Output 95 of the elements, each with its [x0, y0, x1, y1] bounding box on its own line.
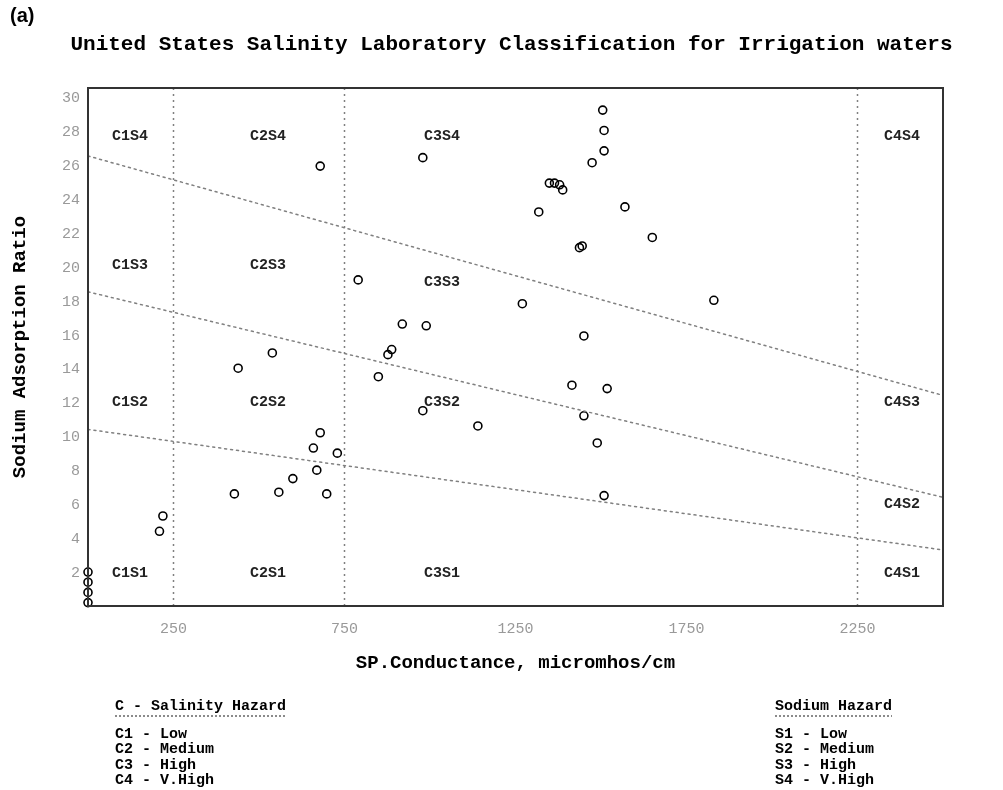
text: Sodium Hazard — [775, 698, 893, 715]
point — [383, 349, 393, 360]
point — [592, 438, 603, 448]
point — [229, 489, 240, 499]
point — [709, 295, 719, 306]
annotation: C4S4 — [883, 128, 921, 146]
point — [83, 577, 93, 588]
annotation: C2S2 — [249, 394, 287, 412]
point — [620, 202, 630, 212]
x-tick-label: 250 — [159, 621, 188, 638]
point — [533, 207, 544, 217]
point — [602, 383, 612, 394]
annotation: C2S3 — [249, 257, 287, 275]
point — [418, 405, 428, 416]
point — [567, 380, 577, 391]
x-axis-title: SP.Conductance, micromhos/cm — [355, 652, 676, 674]
point — [274, 487, 284, 498]
annotation: C4S1 — [883, 565, 921, 583]
point — [312, 465, 322, 475]
text: (a) — [10, 4, 35, 26]
y-tick-label: 6 — [70, 497, 80, 515]
point — [288, 473, 298, 484]
x-tick-label: 2250 — [839, 621, 876, 638]
x-tick-label: 1750 — [668, 621, 705, 638]
annotation: C3S3 — [423, 274, 461, 292]
annotation: C3S2 — [423, 394, 461, 412]
chart-title: United States Salinity Laboratory Classification for Irrigation waters — [70, 33, 953, 56]
point — [397, 319, 408, 329]
y-axis-title: Sodium Adsorption Ratio — [9, 215, 31, 479]
point — [647, 232, 658, 243]
y-tick-label: 2 — [70, 565, 80, 583]
annotation: C3S4 — [423, 128, 461, 146]
annotation: C1S4 — [111, 128, 149, 146]
y-tick-label: 22 — [61, 225, 80, 243]
point — [321, 489, 332, 499]
annotation: C2S4 — [249, 128, 287, 146]
point — [83, 597, 93, 608]
point — [158, 511, 168, 521]
y-tick-label: 14 — [61, 361, 80, 379]
text: C3 - High — [115, 756, 197, 774]
y-tick-label: 30 — [61, 89, 80, 107]
point — [587, 157, 597, 168]
point — [517, 298, 528, 309]
point — [473, 421, 483, 431]
y-tick-label: 10 — [61, 429, 80, 447]
y-tick-label: 16 — [61, 327, 80, 345]
point — [549, 178, 560, 188]
y-tick-label: 28 — [61, 123, 80, 141]
annotation: C2S1 — [249, 565, 287, 583]
annotation: C3S1 — [423, 565, 461, 583]
y-tick-label: 8 — [70, 463, 80, 481]
point — [579, 410, 589, 421]
point — [421, 320, 432, 331]
point — [315, 161, 326, 171]
point — [579, 331, 589, 341]
text: C - Salinity Hazard — [115, 698, 287, 715]
text: S3 - High — [775, 756, 857, 774]
y-tick-label: 24 — [61, 191, 80, 209]
y-tick-label: 12 — [61, 395, 80, 413]
point — [599, 490, 609, 501]
text: C4 - V.High — [115, 772, 215, 789]
point — [308, 443, 319, 453]
point — [154, 526, 165, 537]
point — [83, 587, 93, 598]
y-tick-label: 20 — [61, 259, 80, 277]
point — [233, 363, 243, 374]
text: S2 - Medium — [775, 741, 875, 758]
annotation: C4S3 — [883, 394, 921, 412]
text: S4 - V.High — [775, 772, 875, 789]
x-tick-label: 750 — [330, 621, 359, 638]
point — [597, 105, 608, 115]
text: C1 - Low — [115, 725, 188, 743]
point — [83, 567, 93, 577]
point — [599, 146, 609, 156]
annotation: C4S2 — [883, 496, 921, 514]
point — [557, 185, 568, 195]
point — [554, 180, 565, 190]
text: C2 - Medium — [115, 741, 215, 758]
x-tick-label: 1250 — [497, 621, 534, 638]
annotation: C1S1 — [111, 565, 149, 583]
point — [332, 448, 343, 458]
annotation: C1S3 — [111, 257, 149, 275]
point — [373, 371, 384, 382]
text: S1 - Low — [775, 725, 848, 743]
point — [544, 178, 555, 188]
point — [267, 348, 278, 358]
y-tick-label: 18 — [61, 293, 80, 311]
y-tick-label: 26 — [61, 157, 80, 175]
point — [315, 427, 326, 438]
point — [418, 152, 428, 163]
y-tick-label: 4 — [70, 531, 80, 549]
annotation: C1S2 — [111, 394, 149, 412]
point — [386, 344, 397, 355]
point — [599, 125, 609, 136]
point — [353, 275, 363, 285]
